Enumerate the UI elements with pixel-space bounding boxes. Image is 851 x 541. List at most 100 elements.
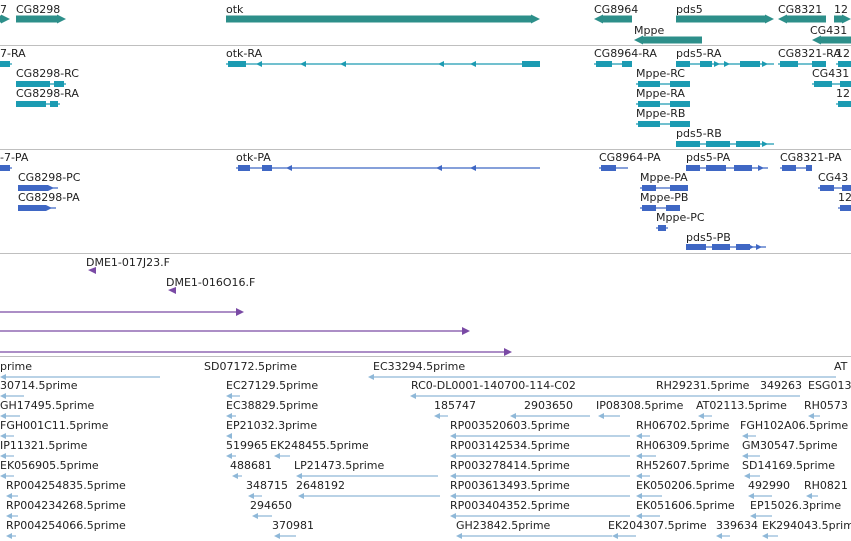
transcript-feature[interactable] [636,101,690,107]
est-label: RP003520603.5prime [450,419,570,432]
est-feature[interactable] [450,493,630,499]
gene-feature[interactable] [676,14,774,24]
est-feature[interactable] [716,533,730,539]
est-feature[interactable] [456,533,612,539]
transcript-feature[interactable] [226,61,540,67]
protein-feature[interactable] [236,165,540,171]
transcript-feature[interactable] [636,121,690,127]
transcript-feature[interactable] [0,61,12,67]
est-feature[interactable] [0,453,14,459]
transcript-feature[interactable] [16,81,66,87]
gene-feature[interactable] [0,14,10,24]
clone-end-marker[interactable] [168,287,176,294]
gene-label: CG8321 [778,3,822,16]
transcript-feature[interactable] [812,81,851,87]
gene-feature[interactable] [778,14,826,24]
est-feature[interactable] [0,374,160,380]
protein-feature[interactable] [0,165,12,171]
protein-feature[interactable] [656,225,668,231]
est-feature[interactable] [298,493,440,499]
est-feature[interactable] [808,413,820,419]
est-feature[interactable] [742,453,760,459]
est-feature[interactable] [226,433,232,439]
est-feature[interactable] [450,453,630,459]
protein-feature[interactable] [640,205,680,211]
est-feature[interactable] [598,413,620,419]
protein-track: -7-PA otk-PA CG8964-PA pds5-PA CG8321-PA CG82… [0,151,851,250]
est-feature[interactable] [510,413,590,419]
transcript-feature[interactable] [676,61,774,67]
protein-feature[interactable] [818,185,851,191]
protein-feature[interactable] [18,205,56,211]
protein-feature[interactable] [640,185,688,191]
est-feature[interactable] [226,453,236,459]
protein-label: -7-PA [0,151,29,164]
est-feature[interactable] [450,433,630,439]
est-feature[interactable] [226,393,240,399]
clone-feature[interactable] [0,327,470,335]
est-feature[interactable] [744,473,760,479]
est-feature[interactable] [0,433,14,439]
est-feature[interactable] [636,513,660,519]
est-feature[interactable] [410,393,800,399]
gene-feature[interactable] [634,35,702,45]
est-feature[interactable] [762,533,778,539]
gene-feature[interactable] [16,14,66,24]
protein-feature[interactable] [838,205,851,211]
transcript-feature[interactable] [594,61,632,67]
est-feature[interactable] [248,493,262,499]
est-feature[interactable] [742,433,756,439]
est-feature[interactable] [6,493,18,499]
est-feature[interactable] [636,453,656,459]
gene-feature[interactable] [812,35,851,45]
est-feature[interactable] [434,413,448,419]
est-feature[interactable] [0,393,24,399]
protein-feature[interactable] [18,185,58,191]
protein-feature[interactable] [780,165,812,171]
est-feature[interactable] [274,533,296,539]
est-feature[interactable] [226,413,236,419]
est-feature[interactable] [806,493,818,499]
protein-feature[interactable] [686,165,768,171]
est-feature[interactable] [0,413,20,419]
est-feature[interactable] [636,493,662,499]
transcript-feature[interactable] [636,81,690,87]
est-feature[interactable] [748,493,772,499]
gene-feature[interactable] [226,14,540,24]
gene-feature[interactable] [834,14,851,24]
est-feature[interactable] [6,533,16,539]
est-feature[interactable] [636,433,650,439]
est-feature[interactable] [698,413,712,419]
gene-feature[interactable] [594,14,632,24]
transcript-feature[interactable] [836,101,851,107]
transcript-feature[interactable] [676,141,774,147]
est-feature[interactable] [6,513,18,519]
est-label: prime [0,360,32,373]
protein-feature[interactable] [599,165,628,171]
est-feature[interactable] [232,473,242,479]
gene-label: 12 [834,3,848,16]
clone-feature[interactable] [0,348,512,356]
est-feature[interactable] [636,473,650,479]
est-feature[interactable] [274,453,290,459]
est-label: SD07172.5prime [204,360,297,373]
est-feature[interactable] [750,513,772,519]
protein-feature[interactable] [686,244,766,250]
clone-feature[interactable] [0,308,244,316]
est-feature[interactable] [296,473,438,479]
protein-label: pds5-PA [686,151,731,164]
est-feature[interactable] [252,513,272,519]
est-feature[interactable] [612,533,636,539]
est-feature[interactable] [368,374,836,380]
est-feature[interactable] [450,513,630,519]
est-feature[interactable] [0,473,14,479]
transcript-feature[interactable] [836,61,851,67]
transcript-feature[interactable] [778,61,826,67]
est-label: 2903650 [524,399,573,412]
transcript-feature[interactable] [16,101,60,107]
clone-end-marker[interactable] [88,267,96,274]
protein-label: pds5-PB [686,231,731,244]
est-feature[interactable] [450,473,630,479]
